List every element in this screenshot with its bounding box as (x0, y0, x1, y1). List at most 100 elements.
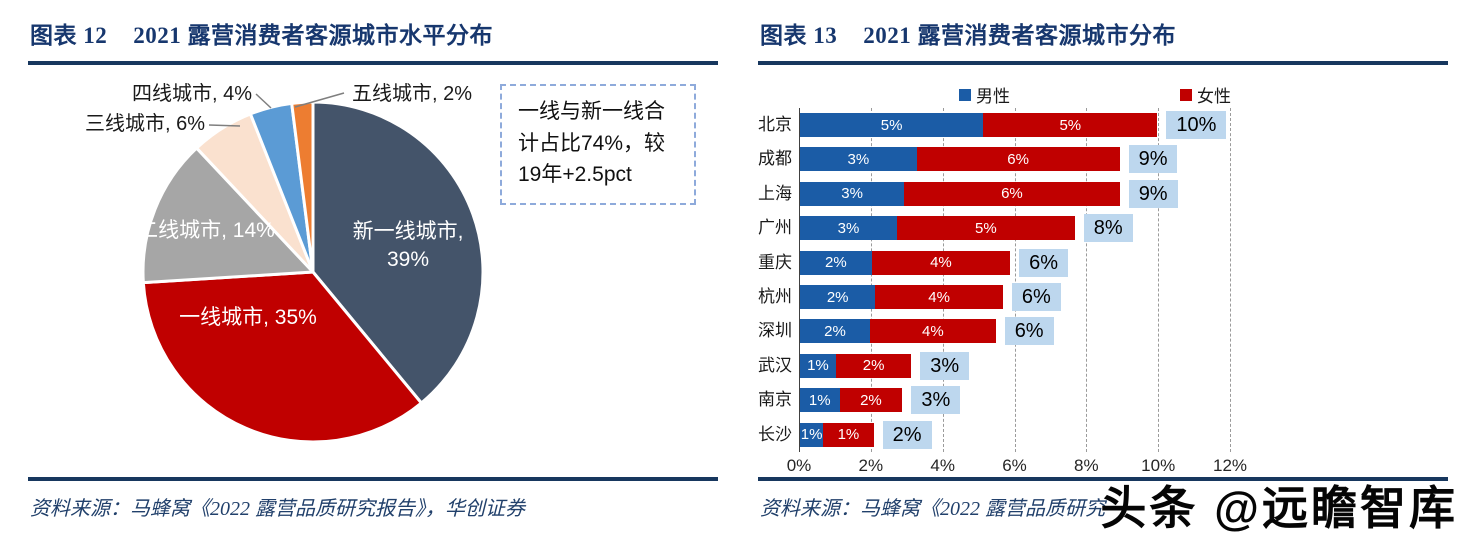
bar-segment-男性-重庆: 2% (800, 250, 872, 275)
bar-segment-女性-北京: 5% (983, 113, 1158, 137)
bar-segment-男性-成都: 3% (800, 147, 917, 172)
x-tick-4%: 4% (930, 456, 955, 475)
bar-total-label-上海: 9% (1128, 179, 1178, 208)
figure-title-right: 图表 13 2021 露营消费者客源城市分布 (760, 16, 1452, 50)
pie-label-四线城市: 四线城市, 4% (132, 82, 252, 105)
category-label-武汉: 武汉 (758, 355, 792, 375)
figure-title-text-left: 2021 露营消费者客源城市水平分布 (133, 23, 493, 48)
bar-segment-男性-武汉: 1% (800, 353, 836, 378)
grid-line-6% (1014, 108, 1016, 452)
figure-title-left: 图表 12 2021 露营消费者客源城市水平分布 (30, 16, 722, 50)
x-tick-12%: 12% (1212, 456, 1248, 475)
grid-line-12% (1230, 108, 1231, 452)
bar-total-label-北京: 10% (1166, 111, 1227, 139)
bar-row-杭州: 2% 4% 6% (800, 283, 1061, 311)
watermark: 头条 @远瞻智库 (1100, 482, 1458, 534)
bar-segment-男性-上海: 3% (800, 181, 905, 206)
legend-label-女性: 女性 (1197, 87, 1231, 106)
figure-panel-right: 图表 13 2021 露营消费者客源城市分布 男性 女性 北京成都上海广州重庆杭州深… (730, 0, 1460, 542)
bar-segment-女性-杭州: 4% (875, 285, 1003, 309)
x-tick-2%: 2% (858, 456, 884, 475)
bar-segment-男性-南京: 1% (800, 388, 840, 413)
title-divider-right (758, 61, 1448, 65)
category-label-北京: 北京 (758, 115, 792, 134)
pie-label-新一线城市: 新一线城市, (353, 220, 464, 243)
bar-row-武汉: 1% 2% 3% (800, 351, 970, 380)
bar-segment-男性-深圳: 2% (800, 319, 870, 344)
bar-row-重庆: 2% 4% 6% (800, 248, 1068, 277)
category-label-杭州: 杭州 (758, 287, 792, 306)
figure-number-left: 图表 12 (30, 23, 108, 48)
pie-leader-line-三线城市 (208, 124, 241, 127)
pie-label-三线城市: 三线城市, 6% (85, 112, 205, 135)
bar-total-label-深圳: 6% (1004, 317, 1054, 346)
bar-segment-女性-长沙: 1% (823, 422, 874, 447)
bar-total-label-广州: 8% (1083, 214, 1133, 243)
pie-leader-line-四线城市 (255, 93, 272, 109)
category-label-重庆: 重庆 (758, 252, 792, 272)
bar-segment-女性-广州: 5% (897, 216, 1075, 241)
pie-slice-新一线城市 (311, 100, 485, 405)
bar-row-上海: 3% 6% 9% (800, 179, 1178, 208)
grid-line-4% (942, 108, 944, 452)
bar-segment-男性-长沙: 1% (800, 422, 824, 447)
y-axis-line (799, 108, 800, 452)
annotation-box: 一线与新一线合计占比74%，较19年+2.5pct (500, 84, 696, 205)
x-tick-0%: 0% (786, 456, 812, 475)
bar-total-label-南京: 3% (911, 386, 961, 415)
x-tick-8%: 8% (1074, 456, 1099, 475)
figure-title-text-right: 2021 露营消费者客源城市分布 (863, 23, 1176, 48)
pie-leader-line-五线城市 (294, 92, 345, 108)
category-label-广州: 广州 (758, 218, 792, 238)
bar-row-成都: 3% 6% 9% (800, 145, 1178, 174)
bar-row-北京: 5% 5% 10% (800, 111, 1227, 139)
bar-row-南京: 1% 2% 3% (800, 386, 961, 415)
bar-row-深圳: 2% 4% 6% (800, 317, 1054, 346)
legend-swatch-女性 (1180, 88, 1192, 101)
x-tick-10%: 10% (1141, 456, 1176, 475)
bar-total-label-成都: 9% (1128, 145, 1178, 174)
bar-row-广州: 3% 5% 8% (800, 214, 1133, 243)
bar-segment-男性-广州: 3% (800, 216, 897, 241)
pie-label-一线城市: 一线城市, 35% (179, 306, 317, 329)
x-tick-6%: 6% (1002, 456, 1027, 475)
bar-segment-女性-深圳: 4% (870, 319, 996, 344)
pie-label-五线城市: 五线城市, 2% (352, 82, 472, 105)
category-label-上海: 上海 (758, 183, 792, 203)
grid-line-8% (1086, 108, 1088, 452)
bar-segment-女性-上海: 6% (904, 181, 1120, 206)
category-label-南京: 南京 (758, 390, 792, 410)
category-label-长沙: 长沙 (758, 424, 792, 444)
legend-label-男性: 男性 (976, 87, 1010, 106)
bar-row-长沙: 1% 1% 2% (800, 420, 932, 449)
bar-segment-女性-南京: 2% (839, 388, 903, 413)
pie-label-value-新一线城市: 39% (387, 248, 429, 271)
category-label-成都: 成都 (758, 149, 792, 169)
bar-segment-女性-武汉: 2% (835, 353, 912, 378)
source-divider-right (758, 477, 1448, 481)
bar-segment-男性-杭州: 2% (800, 285, 876, 309)
bar-total-label-长沙: 2% (882, 420, 932, 449)
category-label-深圳: 深圳 (758, 321, 792, 341)
pie-chart: 新一线城市, 39% 一线城市, 35% 二线城市, 14% 三线城市, 6% 四线城市,… (85, 82, 485, 444)
grid-line-2% (870, 108, 872, 452)
pie-slice-二线城市 (141, 146, 315, 285)
pie-label-二线城市: 二线城市, 14% (137, 219, 275, 242)
legend-swatch-男性 (959, 88, 971, 101)
figure-panel-left: 图表 12 2021 露营消费者客源城市水平分布 新一线城市, 39% 一线城市, 3… (28, 16, 722, 520)
legend-item-女性: 女性 (1180, 82, 1231, 107)
source-text-left: 资料来源：马蜂窝《2022 露营品质研究报告》，华创证券 (30, 498, 525, 520)
bar-segment-女性-重庆: 4% (871, 250, 1011, 275)
title-divider-left (28, 61, 718, 65)
source-divider-left (28, 477, 718, 481)
bar-total-label-杭州: 6% (1011, 283, 1061, 311)
bar-chart-plot-area: 5% 5% 10% 3% 6% 9% 3% 6% 9% 3% 5% 8% 2% 4% 6% 2% 4% 6% 2% 4… (799, 108, 1231, 452)
figure-number-right: 图表 13 (760, 23, 838, 48)
pie-slice-一线城市 (141, 270, 423, 444)
bar-segment-男性-北京: 5% (800, 113, 984, 137)
grid-line-10% (1158, 108, 1160, 452)
source-text-right: 资料来源：马蜂窝《2022 露营品质研究 (760, 498, 1105, 520)
bar-total-label-重庆: 6% (1019, 248, 1068, 277)
bar-segment-女性-成都: 6% (916, 147, 1120, 172)
